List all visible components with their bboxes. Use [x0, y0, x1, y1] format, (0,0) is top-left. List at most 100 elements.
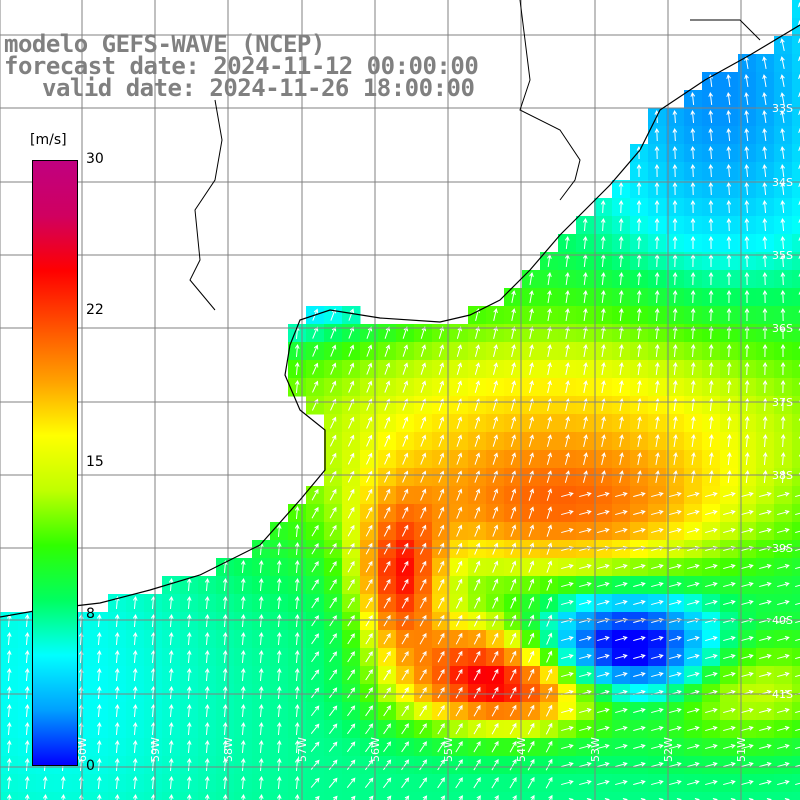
wind-arrow [708, 397, 714, 412]
wind-arrow [654, 343, 660, 358]
wind-arrow [561, 636, 574, 642]
wind-arrow [654, 325, 660, 340]
wind-arrow [204, 613, 210, 628]
wind-arrow [402, 326, 409, 339]
wind-arrow [600, 235, 606, 250]
wind-arrow [618, 289, 624, 304]
wind-arrow [276, 541, 282, 556]
wind-cell [576, 792, 595, 800]
wind-arrow [529, 326, 534, 339]
wind-arrow [708, 289, 714, 304]
wind-arrow [669, 528, 682, 534]
wind-arrow [798, 218, 800, 223]
wind-arrow [583, 434, 588, 447]
wind-arrow [633, 528, 646, 534]
wind-arrow [565, 344, 570, 357]
wind-arrow [473, 596, 481, 609]
wind-arrow [6, 757, 12, 772]
wind-arrow [492, 560, 499, 573]
wind-arrow [723, 654, 736, 660]
wind-cell [594, 792, 613, 800]
wind-arrow [691, 416, 696, 430]
wind-arrow [726, 379, 732, 394]
wind-arrow [654, 362, 660, 376]
wind-arrow [780, 128, 785, 142]
wind-arrow [310, 705, 320, 717]
wind-arrow [114, 613, 120, 628]
wind-arrow [780, 433, 786, 448]
wind-arrow [456, 488, 463, 501]
wind-arrow [529, 380, 534, 393]
wind-arrow [96, 757, 102, 772]
wind-arrow [240, 595, 246, 610]
wind-arrow [651, 636, 664, 642]
wind-arrow [708, 325, 714, 340]
wind-arrow [420, 506, 427, 519]
wind-arrow [583, 362, 588, 375]
wind-arrow [509, 740, 517, 753]
wind-arrow [455, 686, 463, 699]
wind-cell [792, 414, 800, 433]
wind-arrow [672, 361, 678, 376]
wind-arrow [347, 578, 355, 591]
wind-arrow [240, 649, 246, 664]
wind-arrow [96, 739, 102, 754]
wind-arrow [597, 510, 610, 516]
wind-arrow [601, 416, 606, 429]
wind-arrow [795, 530, 800, 534]
wind-arrow [310, 723, 320, 735]
wind-arrow [705, 726, 718, 732]
wind-arrow [492, 596, 499, 609]
wind-arrow [114, 703, 120, 718]
wind-arrow [741, 762, 754, 768]
wind-arrow [780, 217, 786, 232]
wind-arrow [583, 452, 588, 465]
wind-arrow [529, 308, 534, 321]
wind-arrow [383, 669, 391, 681]
wind-arrow [438, 542, 445, 555]
wind-arrow [365, 488, 373, 501]
wind-arrow [546, 452, 553, 465]
wind-arrow [582, 272, 588, 286]
map-title: modelo GEFS-WAVE (NCEP) [4, 30, 325, 58]
wind-arrow [437, 704, 445, 717]
wind-arrow [600, 271, 606, 286]
wind-arrow [401, 506, 409, 519]
wind-arrow [545, 776, 553, 789]
wind-arrow [762, 415, 768, 430]
wind-cell [792, 252, 800, 271]
wind-cell [792, 90, 800, 109]
wind-arrow [346, 759, 356, 771]
wind-arrow [654, 199, 660, 214]
wind-arrow [705, 564, 718, 570]
wind-arrow [455, 777, 463, 789]
latitude-label: 34S [772, 176, 793, 189]
wind-arrow [222, 631, 228, 646]
wind-arrow [347, 651, 355, 663]
wind-arrow [795, 512, 800, 516]
wind-arrow [741, 636, 754, 642]
wind-arrow [347, 596, 355, 609]
wind-arrow [579, 708, 592, 714]
wind-arrow [636, 199, 642, 214]
wind-arrow [762, 451, 768, 466]
wind-arrow [690, 91, 696, 106]
wind-arrow [726, 397, 732, 412]
wind-arrow [294, 739, 300, 754]
wind-arrow [455, 741, 463, 753]
wind-arrow [690, 271, 696, 286]
wind-arrow [383, 723, 392, 735]
wind-arrow [741, 744, 754, 750]
wind-arrow [329, 633, 337, 645]
wind-arrow [132, 667, 138, 682]
wind-arrow [619, 344, 624, 358]
wind-arrow [491, 740, 499, 753]
wind-arrow [437, 614, 445, 627]
wind-arrow [222, 595, 228, 610]
wind-arrow [615, 528, 628, 534]
wind-arrow [744, 181, 750, 196]
wind-arrow [365, 705, 374, 717]
wind-arrow [561, 654, 574, 660]
wind-arrow [547, 380, 552, 393]
